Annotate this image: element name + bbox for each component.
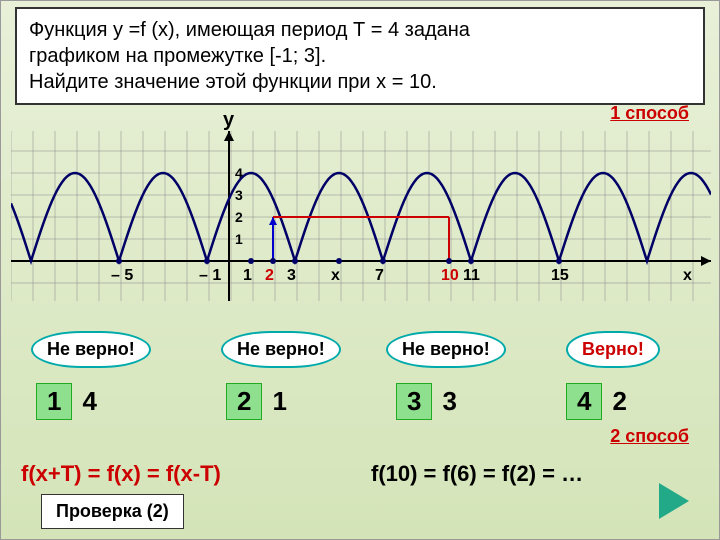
x-tick-10: 10 xyxy=(441,267,459,285)
answer-value: 3 xyxy=(442,386,456,416)
method-1-label: 1 способ xyxy=(610,103,689,124)
formula-periodic: f(x+T) = f(x) = f(x-T) xyxy=(21,461,221,487)
x-tick-7: 7 xyxy=(375,267,384,285)
answer-number: 1 xyxy=(36,383,72,420)
x-tick-11: 11 xyxy=(463,267,480,285)
problem-line2: графиком на промежутке [-1; 3]. xyxy=(29,43,691,69)
answer-value: 4 xyxy=(82,386,96,416)
svg-text:2: 2 xyxy=(235,209,243,225)
feedback-badge-2: Не верно! xyxy=(221,331,341,368)
answer-option-2[interactable]: 21 xyxy=(226,383,287,420)
x-tick-1: 1 xyxy=(243,267,252,285)
answer-option-1[interactable]: 14 xyxy=(36,383,97,420)
problem-text: Функция y =f (x), имеющая период Т = 4 з… xyxy=(15,7,705,105)
next-slide-icon[interactable] xyxy=(659,483,689,519)
answer-value: 1 xyxy=(272,386,286,416)
x-tick-21: x xyxy=(683,267,692,285)
answer-number: 4 xyxy=(566,383,602,420)
feedback-badge-1: Не верно! xyxy=(31,331,151,368)
answer-value: 2 xyxy=(612,386,626,416)
y-axis-label: y xyxy=(223,109,234,132)
answer-option-3[interactable]: 33 xyxy=(396,383,457,420)
svg-text:3: 3 xyxy=(235,187,243,203)
problem-line3: Найдите значение этой функции при x = 10… xyxy=(29,69,691,95)
x-tick--1: – 1 xyxy=(199,267,221,285)
problem-line1: Функция y =f (x), имеющая период Т = 4 з… xyxy=(29,17,691,43)
answer-number: 3 xyxy=(396,383,432,420)
method-2-label: 2 способ xyxy=(610,426,689,447)
x-tick-3: 3 xyxy=(287,267,296,285)
x-tick-15: 15 xyxy=(551,267,569,285)
svg-text:1: 1 xyxy=(235,231,243,247)
formula-applied: f(10) = f(6) = f(2) = … xyxy=(371,461,583,487)
answer-number: 2 xyxy=(226,383,262,420)
answer-option-4[interactable]: 42 xyxy=(566,383,627,420)
feedback-badge-4: Верно! xyxy=(566,331,660,368)
feedback-badge-3: Не верно! xyxy=(386,331,506,368)
check-button[interactable]: Проверка (2) xyxy=(41,494,184,529)
x-tick--5: – 5 xyxy=(111,267,133,285)
x-tick-2: 2 xyxy=(265,267,274,285)
x-tick-5: x xyxy=(331,267,340,285)
